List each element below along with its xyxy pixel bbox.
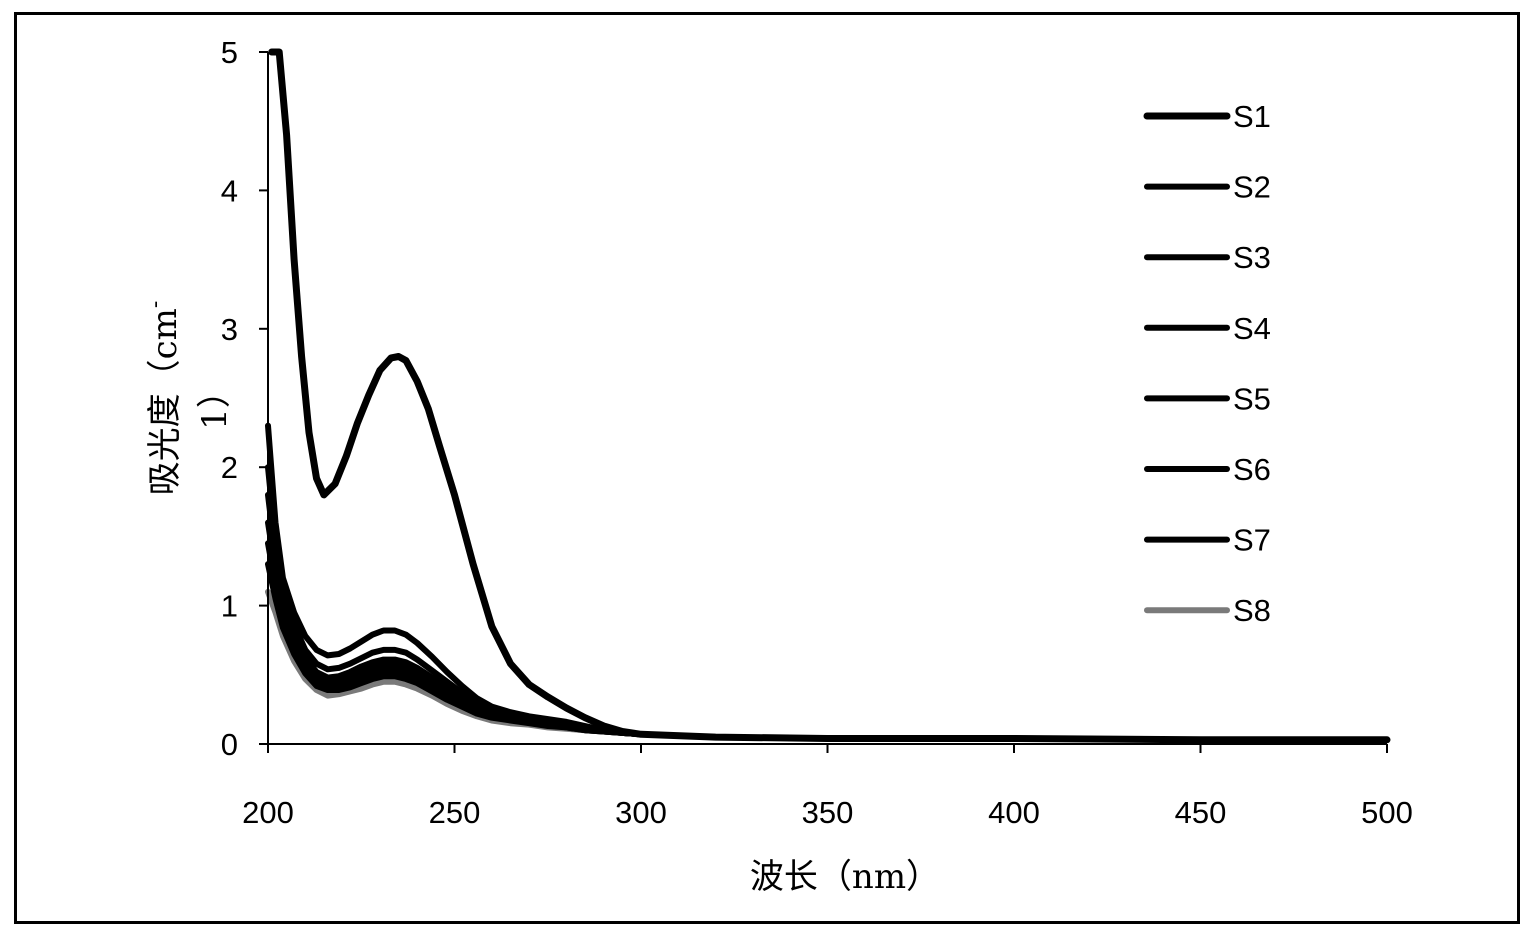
y-tick-label: 0 <box>221 727 238 762</box>
series-line-s4 <box>265 491 1390 743</box>
legend-label-s2: S2 <box>1233 170 1271 205</box>
ticks-layer: 0 1 2 3 4 5 200 250 300 350 400 450 500 <box>221 35 1413 830</box>
legend: S1 S2 S3 S4 S5 S6 S7 S8 <box>1143 99 1271 628</box>
legend-label-s8: S8 <box>1233 593 1271 628</box>
legend-label-s7: S7 <box>1233 523 1271 558</box>
y-tick-label: 5 <box>221 35 238 70</box>
legend-label-s4: S4 <box>1233 311 1271 346</box>
y-axis-title-tail: 1） <box>195 374 235 430</box>
legend-label-s1: S1 <box>1233 99 1271 134</box>
y-tick-label: 4 <box>221 173 238 208</box>
svg-text:吸光度（cm-: 吸光度（cm- <box>143 301 185 496</box>
y-tick-label: 3 <box>221 312 238 347</box>
y-axis-title-main: 吸光度（cm <box>145 308 185 495</box>
legend-label-s6: S6 <box>1233 452 1271 487</box>
series-line-s8 <box>265 588 1390 743</box>
series-layer <box>265 48 1391 744</box>
y-tick-label: 2 <box>221 450 238 485</box>
x-tick-label: 350 <box>802 795 854 830</box>
legend-label-s5: S5 <box>1233 381 1271 416</box>
x-tick-label: 450 <box>1175 795 1227 830</box>
x-axis-title: 波长（nm） <box>750 857 940 897</box>
series-line-s7 <box>265 561 1390 743</box>
x-tick-label: 250 <box>429 795 481 830</box>
legend-label-s3: S3 <box>1233 240 1271 275</box>
y-axis-title-sup: - <box>143 301 168 308</box>
x-tick-label: 400 <box>988 795 1040 830</box>
x-tick-label: 500 <box>1361 795 1413 830</box>
x-tick-label: 200 <box>242 795 294 830</box>
y-axis-title: 吸光度（cm- 1） <box>143 301 235 496</box>
series-line-s5 <box>265 519 1390 743</box>
series-line-s6 <box>265 540 1390 743</box>
y-tick-label: 1 <box>221 589 238 624</box>
x-tick-label: 300 <box>615 795 667 830</box>
series-line-s1 <box>268 48 1391 744</box>
